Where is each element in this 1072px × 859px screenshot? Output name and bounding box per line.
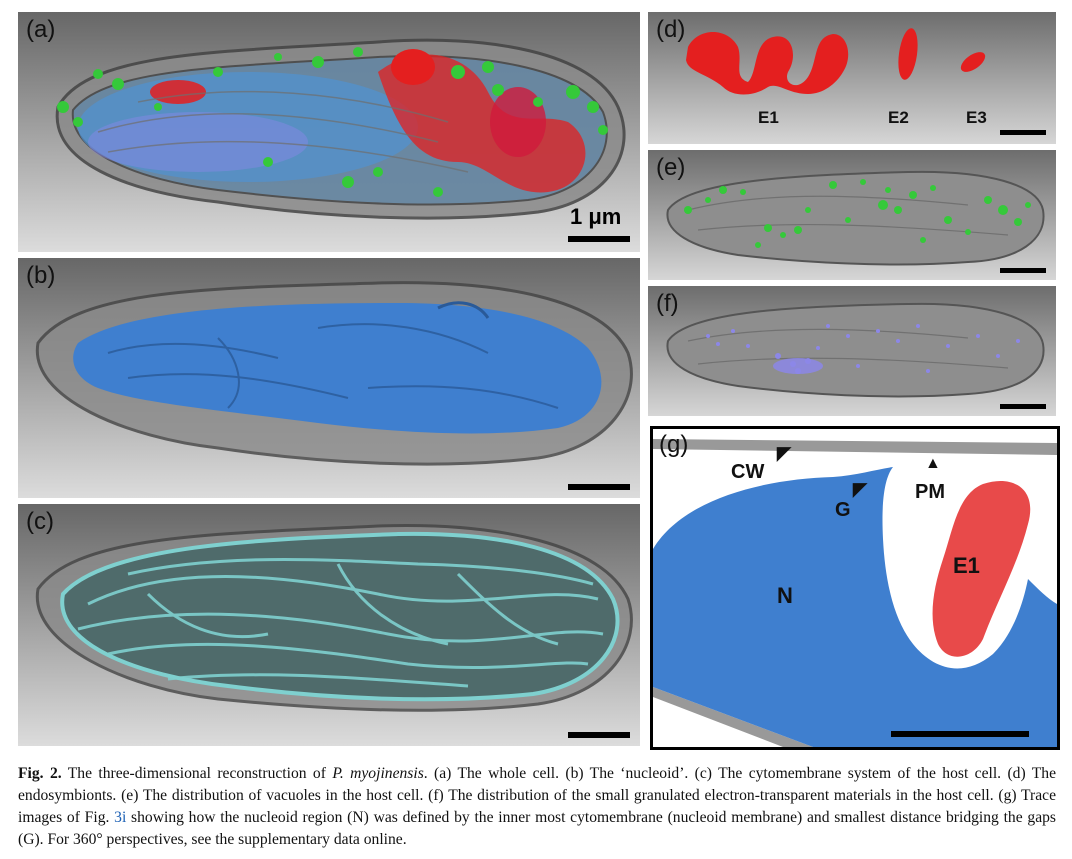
g-arrowhead: ◤ <box>853 479 867 499</box>
pm-arrowhead: ▲ <box>925 455 941 472</box>
panel-c: (c) <box>18 504 640 746</box>
panel-b-label: (b) <box>26 262 56 289</box>
scale-bar <box>1000 130 1046 135</box>
species-name: P. myojinensis <box>332 765 424 782</box>
scale-bar <box>568 732 630 738</box>
cw-label: CW <box>731 461 765 483</box>
panel-f: (f) <box>648 286 1056 416</box>
scale-bar-label: 1 μm <box>570 204 622 229</box>
panel-a-label: (a) <box>26 16 56 43</box>
cw-arrowhead: ◤ <box>777 443 791 463</box>
caption-text-2: . (a) The whole cell. (b) The ‘nucleoid’… <box>18 765 1056 826</box>
panel-b: (b) <box>18 258 640 498</box>
panel-f-label: (f) <box>656 290 679 317</box>
e1-label: E1 <box>758 108 779 127</box>
figure-number: Fig. 2. <box>18 765 62 782</box>
scale-bar <box>568 484 630 490</box>
vacuoles-image <box>648 150 1056 280</box>
panel-d-label: (d) <box>656 16 686 43</box>
caption-text-1: The three-dimensional reconstruction of <box>61 765 333 782</box>
panel-g-label: (g) <box>659 431 689 458</box>
scale-bar <box>1000 268 1046 273</box>
panel-e: (e) <box>648 150 1056 280</box>
granules-image <box>648 286 1056 416</box>
panel-g: (g) CW ◤ G ◤ PM ▲ N E1 <box>650 426 1060 750</box>
panel-e-label: (e) <box>656 154 686 181</box>
e2-label: E2 <box>888 108 909 127</box>
g-label: G <box>835 499 851 521</box>
scale-bar <box>1000 404 1046 409</box>
e3-label: E3 <box>966 108 987 127</box>
figure-caption: Fig. 2. The three-dimensional reconstruc… <box>18 763 1056 851</box>
scale-bar <box>568 236 630 242</box>
endosymbionts-image <box>648 12 1056 144</box>
caption-text-3: showing how the nucleoid region (N) was … <box>18 809 1056 848</box>
panel-c-label: (c) <box>26 508 54 535</box>
pm-label: PM <box>915 481 945 503</box>
figure-reference-link[interactable]: 3i <box>114 809 127 826</box>
cytomembrane-image <box>18 504 640 746</box>
n-label: N <box>777 583 793 608</box>
panel-d: (d) E1 E2 E3 <box>648 12 1056 144</box>
scale-bar <box>891 731 1029 737</box>
whole-cell-image <box>18 12 640 252</box>
nucleoid-image <box>18 258 640 498</box>
panel-a: (a) 1 μm <box>18 12 640 252</box>
e1-trace-label: E1 <box>953 553 980 578</box>
trace-image <box>653 429 1057 747</box>
